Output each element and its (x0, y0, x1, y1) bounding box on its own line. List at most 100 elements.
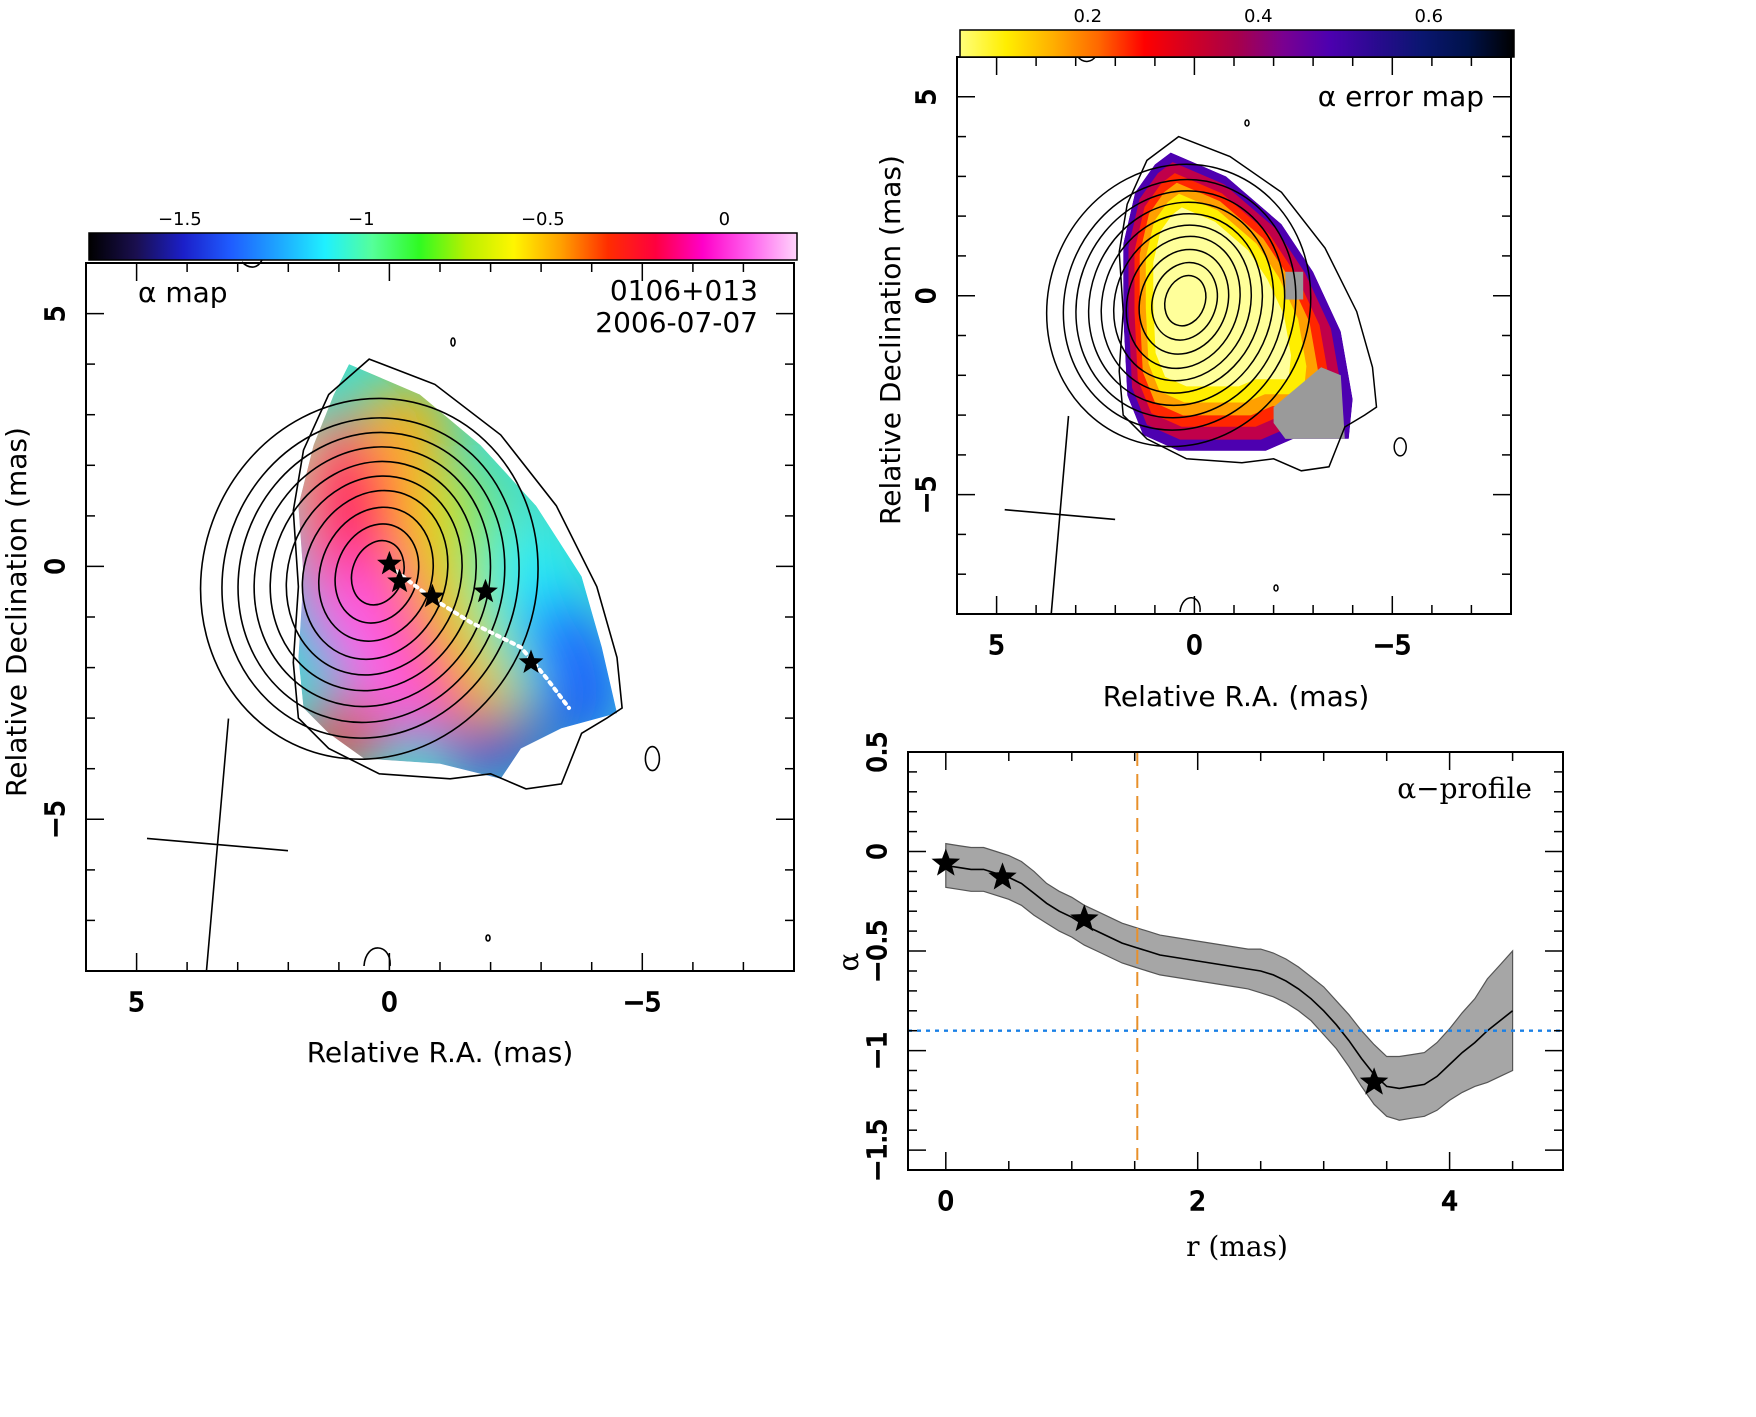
error-map-xtick-label: 0 (1186, 631, 1203, 661)
error-map-xtick-label: −5 (1373, 631, 1411, 661)
error-map-field (1123, 152, 1353, 451)
alpha-profile-label: α−profile (1397, 772, 1532, 805)
alpha-map-contour-dot (450, 337, 456, 347)
error-map-masked-patch (1285, 271, 1304, 300)
alpha-profile-frame (907, 751, 1564, 1171)
error-map-panel: 5 0 −5 5 0 −5 0.2 0.4 0.6 α error map Relative … (874, 6, 1515, 713)
alpha-map-contours (199, 259, 661, 967)
alpha-map-xlabel: Relative R.A. (mas) (307, 1036, 574, 1069)
error-map-ytick-label: −5 (912, 475, 942, 513)
alpha-map-beam-minor (146, 837, 289, 852)
error-map-colorfield (1123, 152, 1353, 451)
error-colorbar-tick-label: 0.6 (1414, 6, 1443, 27)
alpha-profile-ytick-label: 0.5 (863, 731, 893, 772)
alpha-map-xtick-label: 5 (128, 988, 145, 1018)
error-map-contour-9 (1163, 274, 1207, 327)
error-map-ytick-label: 5 (912, 89, 942, 106)
alpha-map-star-3 (473, 578, 498, 603)
alpha-profile-ytick-label: −0.5 (863, 919, 893, 982)
alpha-profile-star-0 (931, 848, 961, 876)
alpha-profile-ytick-label: −1.5 (863, 1119, 893, 1182)
alpha-map-ytick-label: 0 (41, 558, 71, 575)
alpha-colorbar-ticks: −1.5 −1 −0.5 0 (158, 209, 730, 230)
error-map-extras (1004, 415, 1116, 614)
alpha-profile-ytick-label: 0 (863, 843, 893, 860)
alpha-map-field (298, 364, 617, 779)
alpha-map-contour-6 (301, 489, 449, 661)
alpha-colorbar-tick-label: −0.5 (521, 209, 565, 230)
error-map-xtick-label: 5 (988, 631, 1005, 661)
error-map-ytick-label: 0 (912, 287, 942, 304)
error-map-emission (1123, 152, 1353, 451)
alpha-profile-star-1 (988, 862, 1017, 890)
alpha-map-label: α map (138, 276, 228, 309)
alpha-map-xtick-label: −5 (623, 988, 661, 1018)
error-map-contour-dot-2 (1273, 584, 1279, 592)
alpha-map-contour-outer (292, 358, 623, 790)
alpha-map-band-10 (449, 707, 583, 779)
alpha-map-contour-5 (285, 475, 463, 676)
alpha-profile-ytick-label: −1 (863, 1031, 893, 1069)
error-colorbar-tick-label: 0.4 (1244, 6, 1273, 27)
error-map-contour-8 (1151, 261, 1219, 341)
error-map-ylabel: Relative Declination (mas) (874, 155, 907, 525)
alpha-profile-star-2 (1070, 904, 1099, 932)
alpha-profile-line (945, 864, 1514, 1090)
alpha-map-ylabel: Relative Declination (mas) (0, 427, 33, 797)
error-map-label: α error map (1318, 80, 1484, 113)
alpha-map-ytick-label: −5 (41, 800, 71, 838)
alpha-map-ridge-line (387, 564, 571, 710)
alpha-map-emission-clipped (298, 364, 617, 779)
alpha-map-xtick-label: 0 (381, 988, 398, 1018)
alpha-map-ytick-label: 5 (41, 305, 71, 322)
alpha-map-contour-3 (253, 446, 492, 708)
error-map-level-4 (1153, 207, 1291, 387)
alpha-map-band-11 (359, 383, 450, 467)
error-colorbar-ticks: 0.2 0.4 0.6 (1073, 6, 1443, 27)
alpha-map-star-4 (518, 649, 544, 673)
alpha-profile-star-3 (1359, 1067, 1389, 1095)
alpha-map-contour-2 (237, 431, 506, 724)
alpha-profile-xlabel: r (mas) (1186, 1230, 1288, 1263)
alpha-map-star-1 (387, 568, 412, 593)
error-map-ticks: 5 0 −5 5 0 −5 (911, 56, 1512, 662)
error-map-contours (1045, 55, 1407, 613)
epoch-date: 2006-07-07 (595, 306, 758, 339)
alpha-map-contour-dot-2 (485, 934, 491, 942)
alpha-profile-content (908, 752, 1563, 1160)
error-map-contour-island (1393, 437, 1407, 457)
error-map-xlabel: Relative R.A. (mas) (1103, 680, 1370, 713)
alpha-profile-xtick-label: 0 (938, 1187, 955, 1217)
alpha-profile-ticks: 0 2 4 0.5 0 −0.5 −1 −1.5 (862, 731, 1563, 1218)
alpha-map-contour-island (644, 745, 661, 772)
alpha-profile-ylabel: α (832, 952, 865, 971)
error-map-contour-2 (1075, 190, 1286, 419)
error-map-contour-6 (1125, 235, 1241, 370)
error-map-contour-bottom-arc (1179, 597, 1201, 613)
error-map-beam-minor (1004, 508, 1116, 521)
error-map-contour-7 (1138, 248, 1230, 355)
error-map-contour-3 (1087, 201, 1275, 407)
alpha-profile-panel: 0 2 4 0.5 0 −0.5 −1 −1.5 α−profile r (mas) α (832, 731, 1564, 1263)
alpha-map-colorfield (298, 364, 617, 779)
error-map-contour-5 (1112, 224, 1253, 382)
error-map-contour-1 (1062, 178, 1297, 431)
error-map-contour-4 (1100, 212, 1264, 394)
alpha-map-panel: 5 0 −5 5 0 −5 −1.5 −1 −0.5 0 α map 0106+013 2006… (0, 209, 798, 1069)
alpha-map-contour-1 (221, 417, 520, 739)
alpha-map-contour-bottom-arc (363, 947, 391, 967)
error-map-contour-outer (1118, 135, 1378, 472)
error-map-masked-region (1273, 367, 1345, 439)
alpha-map-contour-0 (199, 397, 539, 760)
alpha-colorbar-tick-label: 0 (719, 209, 730, 230)
alpha-map-star-0 (377, 550, 402, 575)
error-colorbar (959, 29, 1515, 58)
alpha-map-star-2 (420, 583, 445, 608)
alpha-colorbar-tick-label: −1 (348, 209, 375, 230)
alpha-colorbar-tick-label: −1.5 (158, 209, 202, 230)
error-map-contour-dot (1244, 119, 1250, 127)
alpha-profile-xtick-label: 2 (1189, 1187, 1206, 1217)
alpha-map-ticks: 5 0 −5 5 0 −5 (40, 262, 795, 1019)
source-name: 0106+013 (610, 274, 758, 307)
